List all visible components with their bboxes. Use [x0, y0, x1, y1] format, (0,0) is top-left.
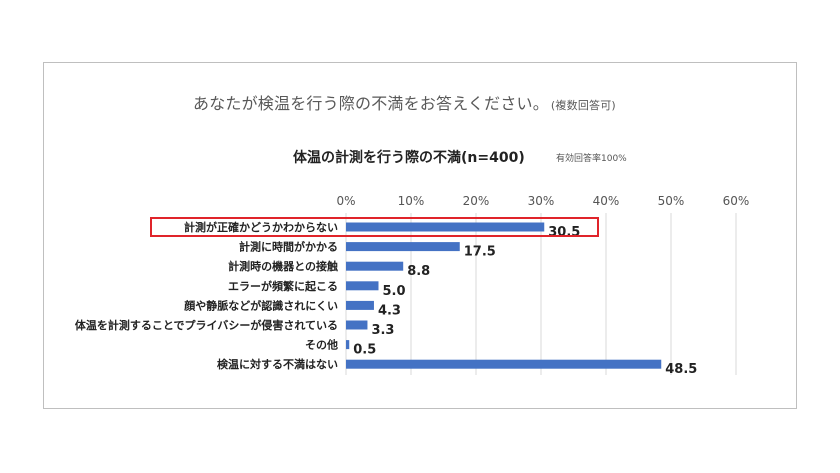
- data-label: 4.3: [378, 303, 401, 318]
- category-label: その他: [305, 338, 338, 352]
- question-text: あなたが検温を行う際の不満をお答えください。: [193, 94, 549, 113]
- data-label: 48.5: [665, 362, 697, 377]
- survey-question: あなたが検温を行う際の不満をお答えください。 (複数回答可): [193, 90, 616, 114]
- bar: [346, 261, 404, 271]
- data-label: 0.5: [353, 343, 376, 358]
- bar: [346, 359, 662, 369]
- bar: [346, 242, 460, 252]
- bar: [346, 300, 374, 310]
- highlight-box: [150, 217, 599, 237]
- x-tick-label: 60%: [723, 194, 750, 208]
- x-tick-label: 0%: [336, 194, 355, 208]
- x-tick-label: 40%: [593, 194, 620, 208]
- x-tick-label: 10%: [398, 194, 425, 208]
- question-note: (複数回答可): [550, 99, 616, 112]
- x-tick-label: 30%: [528, 194, 555, 208]
- data-label: 30.5: [548, 225, 580, 240]
- x-tick-label: 50%: [658, 194, 685, 208]
- data-label: 8.8: [407, 264, 430, 279]
- data-label: 17.5: [464, 245, 496, 260]
- data-label: 5.0: [383, 284, 406, 299]
- category-label: エラーが頻繁に起こる: [228, 279, 338, 293]
- category-label: 顔や静脈などが認識されにくい: [183, 298, 338, 312]
- chart-subtitle: 有効回答率100%: [556, 154, 627, 164]
- bar: [346, 222, 545, 232]
- x-tick-label: 20%: [463, 194, 490, 208]
- bar: [346, 281, 379, 291]
- category-label: 計測が正確かどうかわからない: [184, 220, 338, 234]
- bar: [346, 340, 350, 350]
- bar: [346, 320, 368, 330]
- data-label: 3.3: [371, 323, 394, 338]
- category-label: 計測に時間がかかる: [239, 240, 338, 254]
- category-label: 計測時の機器との接触: [228, 259, 338, 273]
- category-label: 体温を計測することでプライバシーが侵害されている: [75, 318, 338, 332]
- category-label: 検温に対する不満はない: [217, 357, 338, 371]
- chart-title: 体温の計測を行う際の不満(n=400): [293, 150, 525, 166]
